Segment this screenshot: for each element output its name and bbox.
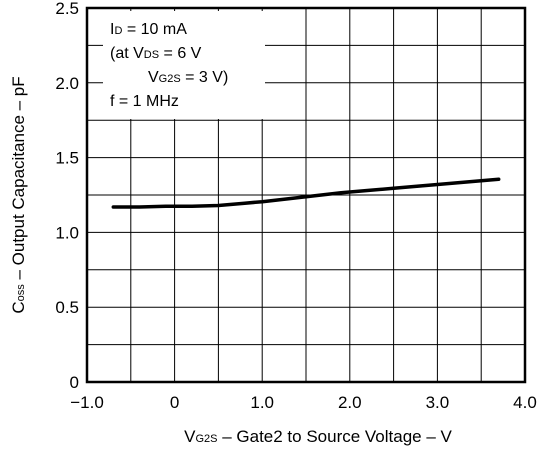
annotation-box xyxy=(103,11,265,119)
y-axis-label: Coss – Output Capacitance – pF xyxy=(9,76,28,313)
annotation-line-2-sub: DS xyxy=(144,49,159,61)
annotation-line-2: (at VDS = 6 V xyxy=(110,45,202,62)
x-tick-label: 2.0 xyxy=(338,393,362,412)
y-tick-label: 0.5 xyxy=(55,298,79,317)
y-axis-label-main: C xyxy=(9,301,28,313)
x-tick-label: 3.0 xyxy=(426,393,450,412)
x-tick-label: 4.0 xyxy=(513,393,537,412)
y-tick-label: 0 xyxy=(70,373,79,392)
annotation-line-3-sub: G2S xyxy=(159,73,181,85)
x-tick-label: 1.0 xyxy=(250,393,274,412)
x-axis-label-sub: G2S xyxy=(195,433,217,445)
annotation-line-1-a: I xyxy=(110,21,114,38)
x-tick-label: −1.0 xyxy=(70,393,104,412)
annotation-line-1-sub: D xyxy=(114,25,122,37)
annotation-line-1-b: = 10 mA xyxy=(122,21,187,38)
annotation-line-3: VG2S = 3 V) xyxy=(148,69,228,86)
annotation-line-1: ID = 10 mA xyxy=(110,21,187,38)
plot-frame xyxy=(85,6,527,384)
x-axis-label-rest: – Gate2 to Source Voltage – V xyxy=(217,427,452,446)
y-tick-labels: 0 0.5 1.0 1.5 2.0 2.5 xyxy=(55,0,79,392)
x-axis-label: VG2S – Gate2 to Source Voltage – V xyxy=(184,427,452,446)
annotation-line-3-a: V xyxy=(148,69,159,86)
y-tick-label: 2.5 xyxy=(55,0,79,18)
y-tick-label: 1.5 xyxy=(55,149,79,168)
y-tick-label: 2.0 xyxy=(55,74,79,93)
x-tick-label: 0 xyxy=(170,393,179,412)
x-axis-label-main: V xyxy=(184,427,196,446)
y-axis-label-sub: oss xyxy=(15,284,27,302)
annotation-line-3-b: = 3 V) xyxy=(181,69,229,86)
annotation-line-4: f = 1 MHz xyxy=(110,93,179,110)
y-axis-label-rest: – Output Capacitance – pF xyxy=(9,76,28,284)
series-line xyxy=(111,177,501,209)
annotation-line-2-a: (at V xyxy=(110,45,144,62)
y-tick-label: 1.0 xyxy=(55,223,79,242)
annotation-line-2-b: = 6 V xyxy=(159,45,202,62)
x-tick-labels: −1.0 0 1.0 2.0 3.0 4.0 xyxy=(70,393,537,412)
